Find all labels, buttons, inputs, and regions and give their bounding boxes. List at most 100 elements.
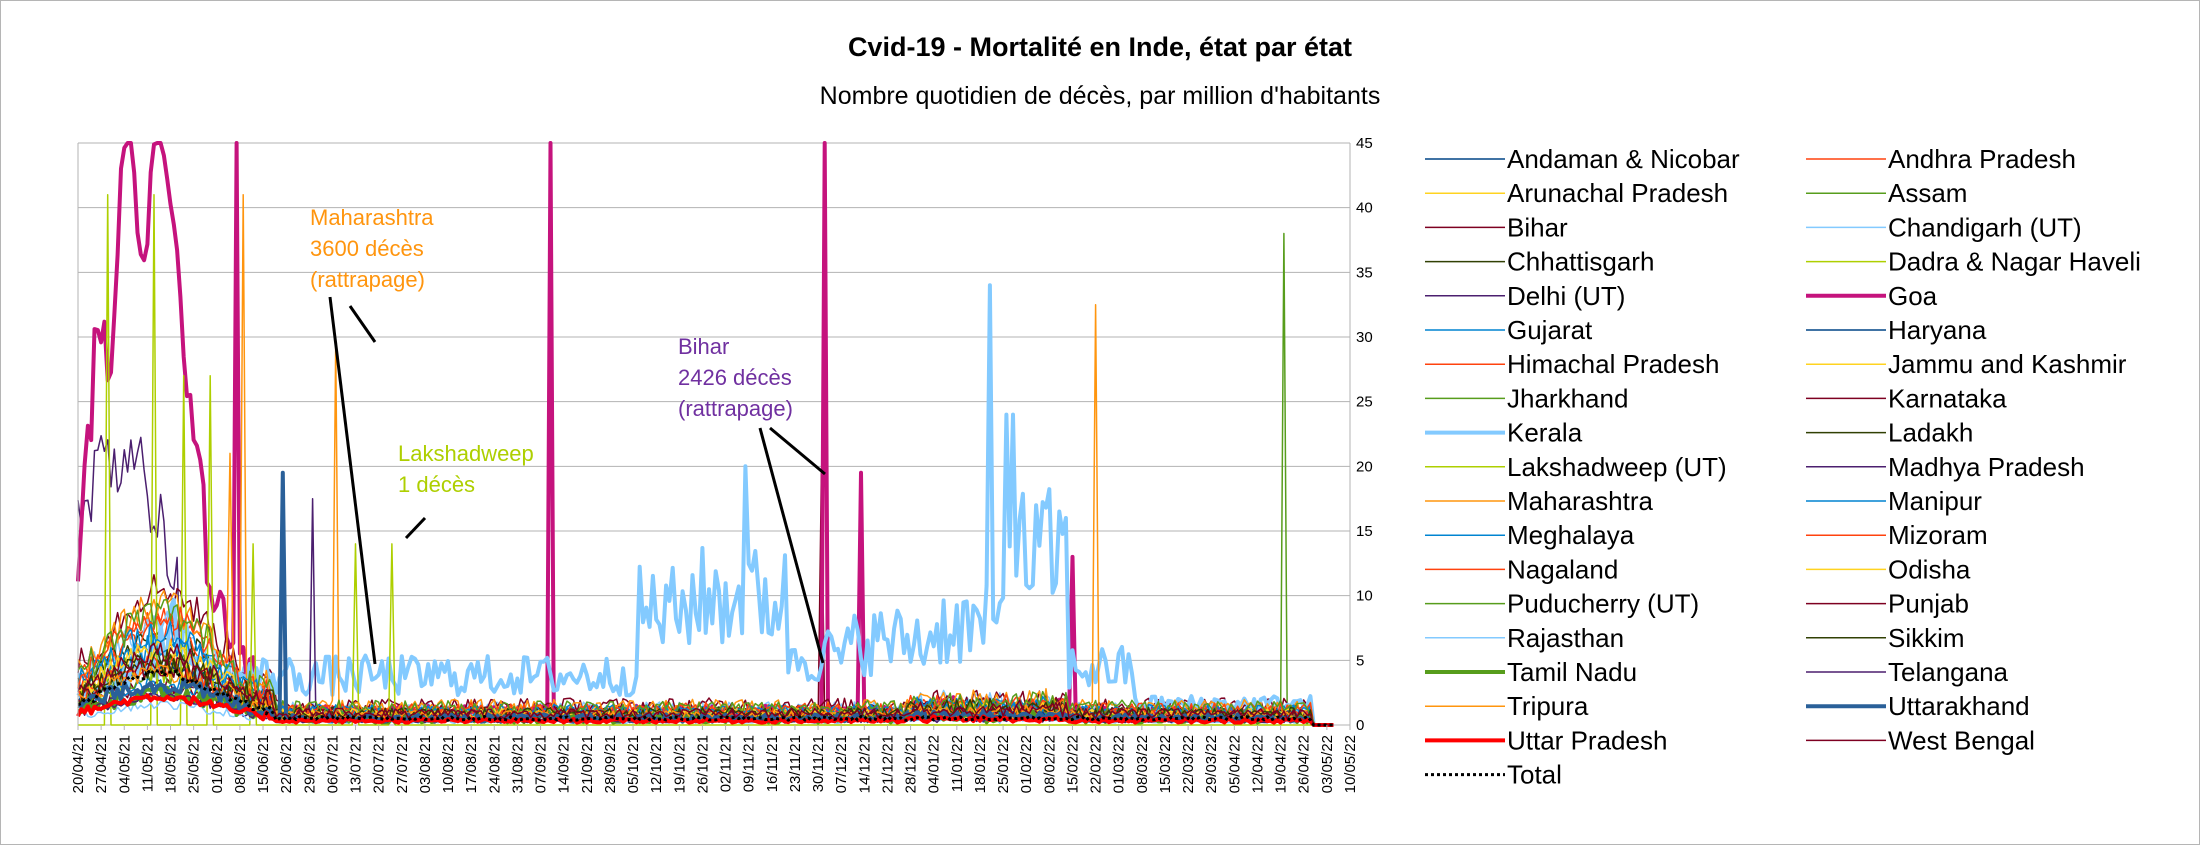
x-tick-label: 21/09/21 (579, 735, 596, 793)
x-tick-label: 27/07/21 (394, 735, 411, 793)
x-tick-label: 22/02/22 (1088, 735, 1105, 793)
x-tick-label: 16/11/21 (764, 735, 781, 792)
series-line-lakshadweep-ut- (78, 193, 1334, 726)
x-tick-label: 12/10/21 (648, 735, 665, 793)
x-tick-label: 06/07/21 (324, 735, 341, 793)
legend-label: Telangana (1888, 657, 2009, 687)
x-tick-label: 20/04/21 (70, 735, 87, 793)
x-tick-label: 07/09/21 (533, 735, 550, 793)
x-tick-label: 26/04/22 (1296, 735, 1313, 793)
annotation-layer: Maharashtra 3600 décès (rattrapage) Lakshad… (310, 205, 826, 665)
legend-label: Jharkhand (1507, 383, 1628, 413)
x-tick-label: 04/01/22 (926, 735, 943, 793)
x-tick-label: 17/08/21 (463, 735, 480, 793)
x-tick-label: 01/06/21 (209, 735, 226, 793)
x-tick-label: 15/02/22 (1064, 735, 1081, 793)
x-tick-label: 25/05/21 (186, 735, 203, 793)
legend-label: Delhi (UT) (1507, 281, 1625, 311)
legend-label: Punjab (1888, 589, 1969, 619)
annotation-text: (rattrapage) (310, 267, 425, 292)
legend-label: Andaman & Nicobar (1507, 144, 1740, 174)
x-tick-label: 19/10/21 (671, 735, 688, 793)
y-tick-label: 25 (1356, 394, 1373, 411)
legend-label: Karnataka (1888, 383, 2007, 413)
legend-label: Meghalaya (1507, 520, 1635, 550)
x-tick-label: 15/03/22 (1157, 735, 1174, 793)
legend-label: Bihar (1507, 212, 1568, 242)
x-tick-label: 29/03/22 (1203, 735, 1220, 793)
legend-label: Puducherry (UT) (1507, 589, 1699, 619)
annotation-text: 2426 décès (678, 365, 792, 390)
y-tick-label: 30 (1356, 329, 1373, 346)
x-tick-label: 05/04/22 (1226, 735, 1243, 793)
x-tick-label: 22/06/21 (278, 735, 295, 793)
x-tick-label: 26/10/21 (694, 735, 711, 793)
legend-label: Kerala (1507, 418, 1583, 448)
x-tick-label: 15/06/21 (255, 735, 272, 793)
annotation-text: (rattrapage) (678, 396, 793, 421)
y-tick-label: 10 (1356, 588, 1373, 605)
x-tick-label: 20/07/21 (371, 735, 388, 793)
legend-label: Uttar Pradesh (1507, 725, 1667, 755)
x-tick-label: 08/02/22 (1041, 735, 1058, 793)
legend-label: West Bengal (1888, 725, 2035, 755)
x-tick-label: 24/08/21 (486, 735, 503, 793)
legend-label: Tamil Nadu (1507, 657, 1637, 687)
x-tick-label: 23/11/21 (787, 735, 804, 792)
y-tick-label: 45 (1356, 135, 1373, 152)
legend-label: Chhattisgarh (1507, 247, 1654, 277)
legend-label: Mizoram (1888, 520, 1988, 550)
x-tick-label: 03/08/21 (417, 735, 434, 793)
x-tick-label: 01/02/22 (1018, 735, 1035, 793)
legend-label: Odisha (1888, 554, 1971, 584)
x-tick-label: 31/08/21 (509, 735, 526, 793)
annotation-arrow (758, 427, 825, 664)
y-tick-label: 15 (1356, 523, 1373, 540)
x-tick-label: 13/07/21 (348, 735, 365, 793)
legend-label: Goa (1888, 281, 1938, 311)
series-line-assam (77, 232, 1334, 726)
x-tick-label: 05/10/21 (625, 735, 642, 793)
legend-label: Ladakh (1888, 418, 1973, 448)
legend-label: Jammu and Kashmir (1888, 349, 2127, 379)
x-tick-label: 27/04/21 (93, 735, 110, 793)
y-tick-label: 0 (1356, 717, 1364, 734)
legend-label: Madhya Pradesh (1888, 452, 2085, 482)
x-tick-label: 12/04/22 (1249, 735, 1266, 793)
x-tick-label: 28/09/21 (602, 735, 619, 793)
annotation-text: Bihar (678, 334, 729, 359)
annotation-arrow (404, 516, 427, 540)
legend-label: Lakshadweep (UT) (1507, 452, 1727, 482)
x-tick-label: 04/05/21 (116, 735, 133, 793)
y-tick-label: 40 (1356, 200, 1373, 217)
annotation-text: 1 décès (398, 472, 475, 497)
x-tick-label: 22/03/22 (1180, 735, 1197, 793)
legend-label: Andhra Pradesh (1888, 144, 2076, 174)
annotation-text: 3600 décès (310, 236, 424, 261)
annotation-text: Lakshadweep (398, 441, 534, 466)
x-tick-label: 09/11/21 (741, 735, 758, 792)
legend-label: Sikkim (1888, 623, 1965, 653)
legend-label: Gujarat (1507, 315, 1593, 345)
x-tick-label: 08/06/21 (232, 735, 249, 793)
legend-label: Dadra & Nagar Haveli (1888, 247, 2141, 277)
legend-label: Uttarakhand (1888, 691, 2030, 721)
series-layer (76, 141, 1334, 727)
x-tick-label: 10/08/21 (440, 735, 457, 793)
y-tick-label: 35 (1356, 264, 1373, 281)
x-tick-label: 07/12/21 (833, 735, 850, 793)
series-line-uttar-pradesh (76, 693, 1334, 727)
x-tick-label: 30/11/21 (810, 735, 827, 792)
annotation-arrow (328, 296, 377, 665)
chart-subtitle: Nombre quotidien de décès, par million d… (819, 82, 1381, 110)
legend-label: Manipur (1888, 486, 1982, 516)
legend: Andaman & Nicobar Andhra Pradesh Arunachal… (1425, 144, 2141, 790)
legend-label: Assam (1888, 178, 1967, 208)
legend-label: Rajasthan (1507, 623, 1624, 653)
x-tick-label: 10/05/22 (1342, 735, 1359, 793)
y-tick-label: 20 (1356, 458, 1373, 475)
legend-label: Haryana (1888, 315, 1987, 345)
x-tick-label: 28/12/21 (903, 735, 920, 793)
legend-label: Arunachal Pradesh (1507, 178, 1728, 208)
chart-title: Cvid-19 - Mortalité en Inde, état par ét… (847, 32, 1353, 62)
